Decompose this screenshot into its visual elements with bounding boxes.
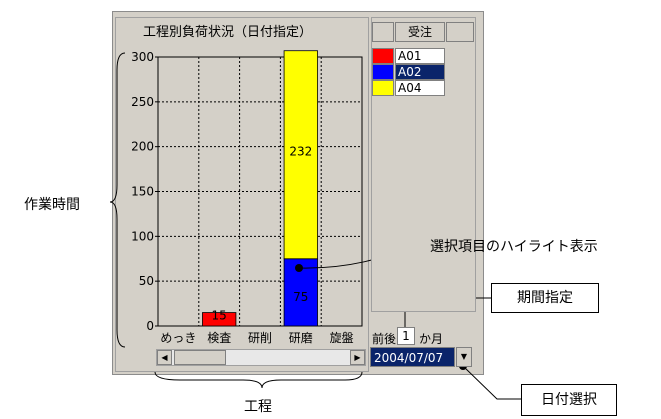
y-tick-label: 150: [131, 185, 154, 199]
y-tick-label: 100: [131, 229, 154, 243]
period-prefix: 前後: [372, 332, 397, 346]
y-tick-label: 250: [131, 95, 154, 109]
legend-swatch-a02: [372, 64, 394, 80]
bar-a01: [202, 312, 237, 327]
x-axis-annotation: 工程: [244, 399, 272, 415]
legend-swatch-a01: [372, 48, 394, 64]
scroll-right-icon[interactable]: ▶: [350, 350, 365, 365]
legend-header-blank: [372, 22, 394, 42]
x-tick-label: めっき: [160, 331, 196, 345]
data-label: 75: [293, 290, 308, 304]
date-arrow-line: [462, 365, 521, 400]
chart-title: 工程別負荷状況（日付指定）: [143, 25, 313, 40]
legend-item-a02[interactable]: A02: [395, 64, 445, 80]
y-axis-annotation: 作業時間: [24, 197, 80, 213]
x-tick-label: 研削: [248, 331, 272, 345]
dropdown-arrow-icon[interactable]: ▼: [456, 347, 472, 367]
data-label: 15: [212, 309, 227, 323]
x-brace-icon: [154, 371, 363, 389]
x-tick-label: 研磨: [289, 331, 313, 345]
period-unit: か月: [419, 332, 444, 346]
scroll-left-icon[interactable]: ◀: [157, 350, 172, 365]
scroll-thumb[interactable]: [174, 350, 226, 365]
legend-item-a04[interactable]: A04: [395, 80, 445, 96]
period-input[interactable]: 1: [397, 327, 415, 345]
y-brace-icon: [109, 52, 126, 348]
bar-a04: [283, 50, 318, 260]
period-callout: 期間指定: [491, 283, 599, 313]
y-tick-label: 200: [131, 140, 154, 154]
legend-header-filler: [446, 22, 474, 42]
date-callout: 日付選択: [521, 384, 617, 416]
legend-item-a01[interactable]: A01: [395, 48, 445, 64]
x-tick-label: 旋盤: [330, 331, 354, 345]
y-tick-label: 50: [139, 274, 154, 288]
y-tick-label: 300: [131, 50, 154, 64]
y-tick-label: 0: [146, 319, 154, 333]
data-label: 232: [289, 145, 312, 159]
x-tick-label: 検査: [207, 331, 231, 345]
legend-header[interactable]: 受注: [395, 22, 445, 42]
date-select[interactable]: 2004/07/07: [370, 347, 455, 367]
highlight-annotation: 選択項目のハイライト表示: [430, 239, 598, 255]
legend-swatch-a04: [372, 80, 394, 96]
